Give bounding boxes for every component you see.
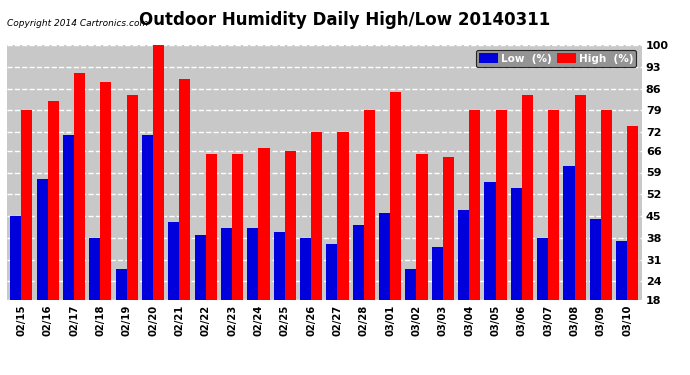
Bar [311, 132, 322, 356]
Bar [48, 101, 59, 356]
Bar [259, 148, 270, 356]
Bar [153, 45, 164, 356]
Text: Copyright 2014 Cartronics.com: Copyright 2014 Cartronics.com [7, 19, 148, 28]
Bar [406, 269, 417, 356]
Bar [601, 110, 612, 356]
Bar [127, 95, 138, 356]
Bar [168, 222, 179, 356]
Bar [443, 157, 454, 356]
Bar [548, 110, 560, 356]
Bar [458, 210, 469, 356]
Bar [206, 154, 217, 356]
Bar [116, 269, 127, 356]
Bar [364, 110, 375, 356]
Text: Outdoor Humidity Daily High/Low 20140311: Outdoor Humidity Daily High/Low 20140311 [139, 11, 551, 29]
Bar [37, 179, 48, 356]
Bar [232, 154, 243, 356]
Bar [74, 73, 85, 356]
Bar [537, 238, 548, 356]
Bar [285, 151, 296, 356]
Bar [417, 154, 428, 356]
Bar [484, 182, 495, 356]
Bar [337, 132, 348, 356]
Bar [379, 213, 390, 356]
Bar [300, 238, 311, 356]
Bar [590, 219, 601, 356]
Bar [248, 228, 259, 356]
Bar [616, 241, 627, 356]
Bar [63, 135, 74, 356]
Bar [326, 244, 337, 356]
Bar [89, 238, 101, 356]
Bar [390, 92, 401, 356]
Legend: Low  (%), High  (%): Low (%), High (%) [476, 50, 636, 67]
Bar [564, 166, 575, 356]
Bar [221, 228, 232, 356]
Bar [353, 225, 364, 356]
Bar [195, 235, 206, 356]
Bar [101, 82, 112, 356]
Bar [10, 216, 21, 356]
Bar [575, 95, 586, 356]
Bar [432, 247, 443, 356]
Bar [495, 110, 506, 356]
Bar [522, 95, 533, 356]
Bar [627, 126, 638, 356]
Bar [274, 232, 285, 356]
Bar [179, 79, 190, 356]
Bar [142, 135, 153, 356]
Bar [469, 110, 480, 356]
Bar [511, 188, 522, 356]
Bar [21, 110, 32, 356]
